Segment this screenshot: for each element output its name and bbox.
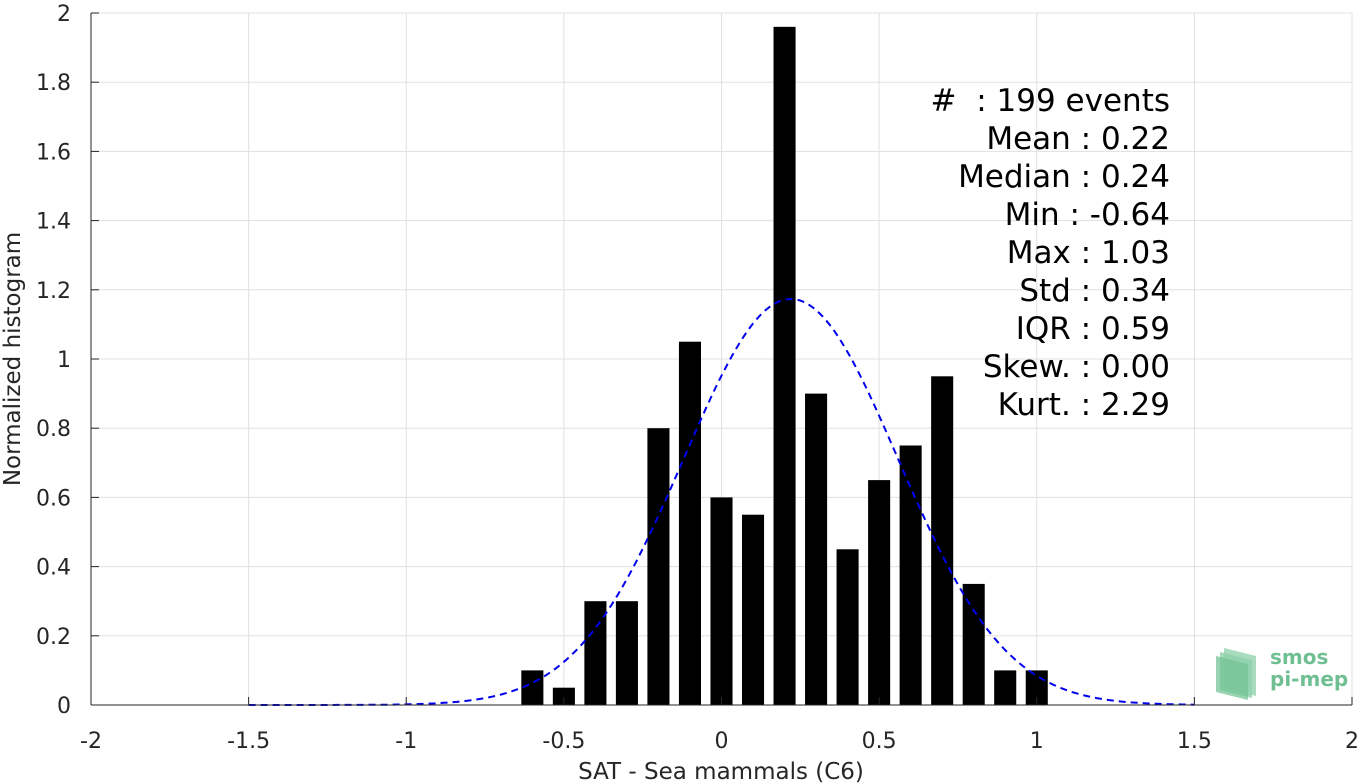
histogram-bar: [931, 376, 954, 705]
y-axis-label: Normalized histogram: [0, 232, 26, 486]
y-tick-label: 0.8: [36, 417, 71, 442]
x-axis-label: SAT - Sea mammals (C6): [578, 759, 864, 784]
smos-pimep-logo: smos pi-mep: [1212, 644, 1352, 704]
histogram-bar: [521, 670, 544, 705]
y-tick-label: 0.6: [36, 486, 71, 511]
y-tick-label: 1.2: [36, 279, 71, 304]
y-tick-label: 0.4: [36, 556, 71, 581]
x-tick-label: -1.5: [227, 729, 270, 754]
y-tick-label: 1.8: [36, 71, 71, 96]
histogram-bar: [741, 514, 765, 705]
histogram-bar: [868, 480, 891, 705]
histogram-bar: [710, 497, 733, 705]
x-tick-label: -0.5: [542, 729, 585, 754]
stat-max: Max : 1.03: [1006, 235, 1170, 271]
histogram-bar: [805, 393, 828, 705]
histogram-bar: [678, 341, 702, 705]
x-tick-label: 0: [715, 729, 729, 754]
histogram-bar: [584, 601, 607, 705]
histogram-bar: [994, 670, 1017, 705]
stat-skew: Skew. : 0.00: [982, 349, 1170, 385]
logo-text: smos pi-mep: [1270, 646, 1348, 690]
logo-line2: pi-mep: [1270, 667, 1349, 691]
y-tick-label: 1.4: [36, 210, 71, 235]
stat-mean: Mean : 0.22: [986, 121, 1170, 157]
histogram-bar: [836, 549, 859, 705]
stat-count: # : 199 events: [930, 83, 1170, 119]
stat-min: Min : -0.64: [1004, 197, 1170, 233]
x-tick-label: 0.5: [862, 729, 897, 754]
histogram-bar: [899, 445, 922, 705]
x-tick-label: -2: [80, 729, 102, 754]
stat-std: Std : 0.34: [1019, 273, 1170, 309]
stat-kurt: Kurt. : 2.29: [997, 387, 1170, 423]
statistics-box: # : 199 events Mean : 0.22 Median : 0.24…: [931, 82, 1170, 424]
logo-icon: [1216, 648, 1256, 700]
x-tick-label: 2: [1345, 729, 1359, 754]
y-tick-label: 0: [57, 694, 71, 719]
histogram-bar: [615, 601, 638, 705]
stat-median: Median : 0.24: [958, 159, 1170, 195]
x-tick-label: 1.5: [1177, 729, 1212, 754]
x-tick-label: 1: [1030, 729, 1044, 754]
y-tick-label: 2: [57, 2, 71, 27]
y-tick-label: 0.2: [36, 625, 71, 650]
y-tick-label: 1.6: [36, 140, 71, 165]
logo-line1: smos: [1270, 645, 1329, 669]
histogram-bar: [773, 26, 796, 705]
stat-iqr: IQR : 0.59: [1015, 311, 1170, 347]
histogram-bar: [962, 583, 985, 705]
histogram-bar: [647, 428, 670, 705]
histogram-bar: [552, 687, 575, 705]
y-tick-label: 1: [57, 348, 71, 373]
x-tick-label: -1: [395, 729, 417, 754]
